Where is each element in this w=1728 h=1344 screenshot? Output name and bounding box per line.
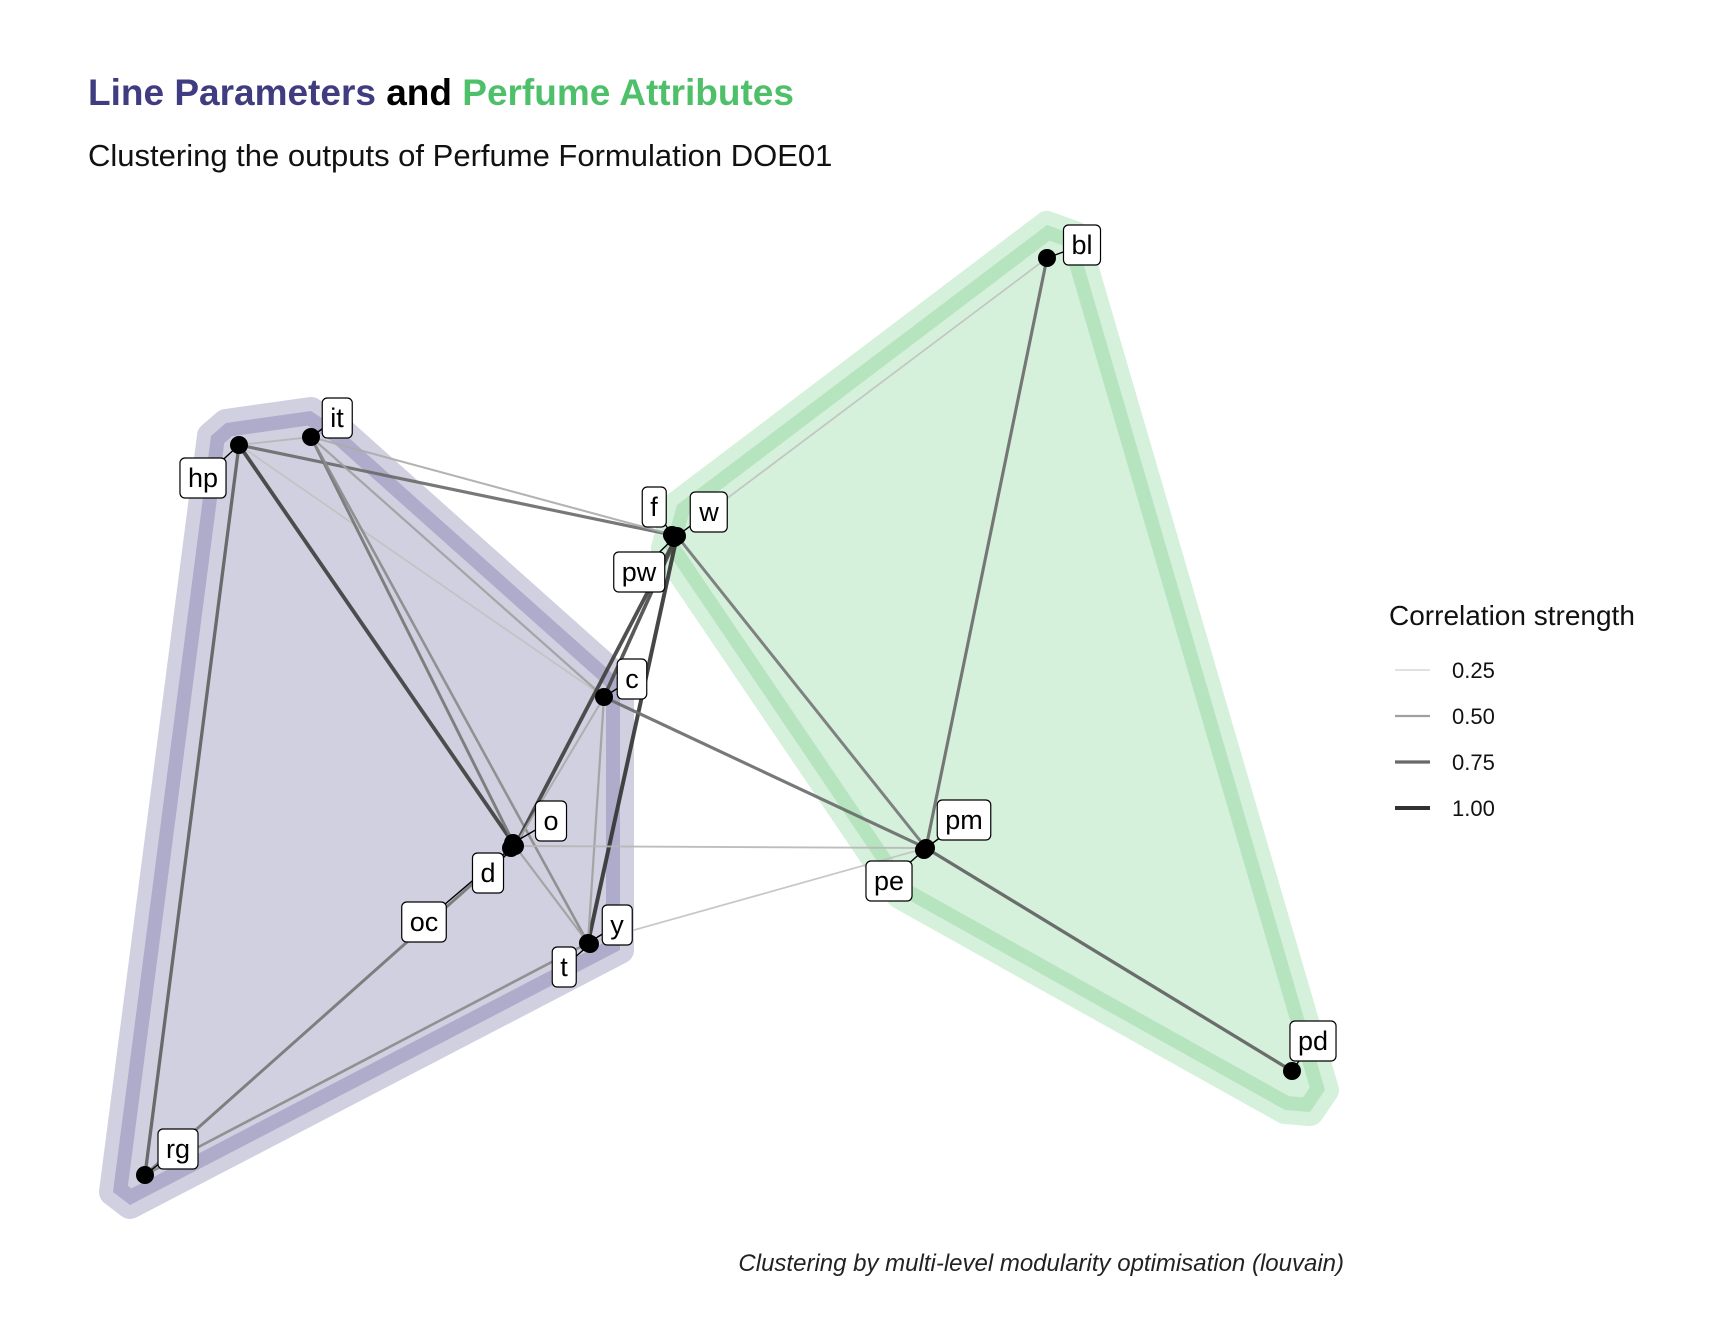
node-label-pw: pw — [613, 551, 666, 593]
node-label-box-bl — [1062, 224, 1102, 266]
node-it — [302, 428, 320, 446]
node-label-it: it — [321, 397, 353, 439]
node-label-box-it — [321, 397, 353, 439]
edge-hp-w — [237, 443, 679, 538]
node-label-pd: pd — [1289, 1020, 1337, 1062]
edge-w-y — [586, 534, 679, 945]
cluster-hull-line-parameters — [99, 397, 634, 1219]
edge-c-y — [586, 695, 606, 945]
node-label-pe: pe — [865, 860, 913, 902]
node-label-text-o: o — [543, 806, 558, 836]
node-label-box-t — [551, 946, 577, 988]
node-label-text-d: d — [480, 858, 495, 888]
node-label-text-f: f — [650, 492, 658, 522]
chart-title: Line Parameters and Perfume Attributes — [88, 72, 794, 114]
node-label-text-oc: oc — [410, 907, 439, 937]
node-c — [595, 688, 613, 706]
node-label-text-pm: pm — [945, 805, 983, 835]
edge-w-bl — [676, 257, 1048, 537]
node-label-box-y — [601, 904, 633, 946]
title-part-line-parameters: Line Parameters — [88, 72, 376, 113]
node-label-d: d — [471, 852, 505, 894]
node-labels: bl it hp f w pw c o pm d pe oc y t pd rg — [157, 224, 1337, 1170]
cluster-hulls — [99, 211, 1339, 1219]
node-label-text-t: t — [560, 952, 568, 982]
edge-d-rg — [143, 844, 517, 1177]
node-label-text-rg: rg — [166, 1134, 190, 1164]
title-part-and: and — [375, 72, 463, 113]
edge-hp-d — [237, 443, 517, 848]
chart-subtitle: Clustering the outputs of Perfume Formul… — [88, 138, 833, 173]
legend-title: Correlation strength — [1389, 600, 1635, 631]
node-label-box-o — [534, 800, 568, 842]
edge-bl-pm — [924, 256, 1049, 850]
node-label-box-w — [689, 491, 728, 533]
node-label-y: y — [601, 904, 633, 946]
node-label-o: o — [534, 800, 568, 842]
node-label-box-c — [616, 658, 648, 700]
node-label-bl: bl — [1062, 224, 1102, 266]
node-label-t: t — [551, 946, 577, 988]
edge-rg-y — [143, 941, 590, 1177]
edge-c-d — [513, 695, 606, 848]
nodes — [136, 249, 1301, 1184]
node-label-oc: oc — [401, 901, 447, 943]
edges — [143, 256, 1294, 1177]
title-part-perfume-attributes: Perfume Attributes — [462, 72, 794, 113]
legend-label-1.00: 1.00 — [1452, 796, 1495, 821]
node-label-box-pe — [865, 860, 913, 902]
edge-it-y — [309, 435, 590, 945]
edge-w-pm — [675, 534, 928, 850]
node-label-box-oc — [401, 901, 447, 943]
legend-label-0.75: 0.75 — [1452, 750, 1495, 775]
node-pe — [915, 841, 933, 859]
edge-it-d — [309, 435, 517, 848]
node-label-c: c — [616, 658, 648, 700]
edge-d-y — [513, 844, 590, 945]
edge-hp-it — [238, 436, 312, 446]
node-label-text-y: y — [610, 910, 624, 940]
edge-c-pm — [602, 695, 928, 850]
cluster-hull-perfume-attributes — [651, 211, 1339, 1126]
node-pd — [1283, 1062, 1301, 1080]
node-label-text-bl: bl — [1071, 230, 1092, 260]
legend-label-0.25: 0.25 — [1452, 658, 1495, 683]
node-label-box-f — [641, 486, 667, 528]
node-label-box-d — [471, 852, 505, 894]
node-hp — [230, 436, 248, 454]
node-oc — [502, 839, 520, 857]
edge-hp-c — [238, 444, 605, 698]
node-label-text-hp: hp — [188, 463, 218, 493]
node-bl — [1038, 249, 1056, 267]
node-label-box-rg — [157, 1128, 199, 1170]
node-label-text-it: it — [330, 403, 344, 433]
node-label-f: f — [641, 486, 667, 528]
node-label-text-pe: pe — [874, 866, 904, 896]
node-label-w: w — [689, 491, 728, 533]
legend-label-0.50: 0.50 — [1452, 704, 1495, 729]
node-label-text-w: w — [698, 497, 719, 527]
node-label-pm: pm — [936, 799, 992, 841]
chart-caption: Clustering by multi-level modularity opt… — [738, 1250, 1344, 1277]
node-pw — [665, 529, 683, 547]
node-label-rg: rg — [157, 1128, 199, 1170]
node-rg — [136, 1166, 154, 1184]
edge-it-c — [309, 435, 606, 699]
edge-hp-rg — [143, 443, 241, 1177]
edge-d-pm — [514, 845, 927, 849]
edge-pm-pd — [924, 846, 1294, 1073]
node-label-text-pw: pw — [622, 557, 657, 587]
node-label-text-c: c — [625, 664, 639, 694]
node-label-box-pw — [613, 551, 666, 593]
node-label-box-pd — [1289, 1020, 1337, 1062]
node-t — [581, 935, 599, 953]
node-label-box-hp — [179, 457, 227, 499]
edge-it-w — [309, 435, 679, 538]
legend: Correlation strength 0.25 0.50 0.75 1.00 — [1389, 600, 1635, 821]
node-label-text-pd: pd — [1298, 1026, 1328, 1056]
node-label-box-pm — [936, 799, 992, 841]
node-label-hp: hp — [179, 457, 227, 499]
